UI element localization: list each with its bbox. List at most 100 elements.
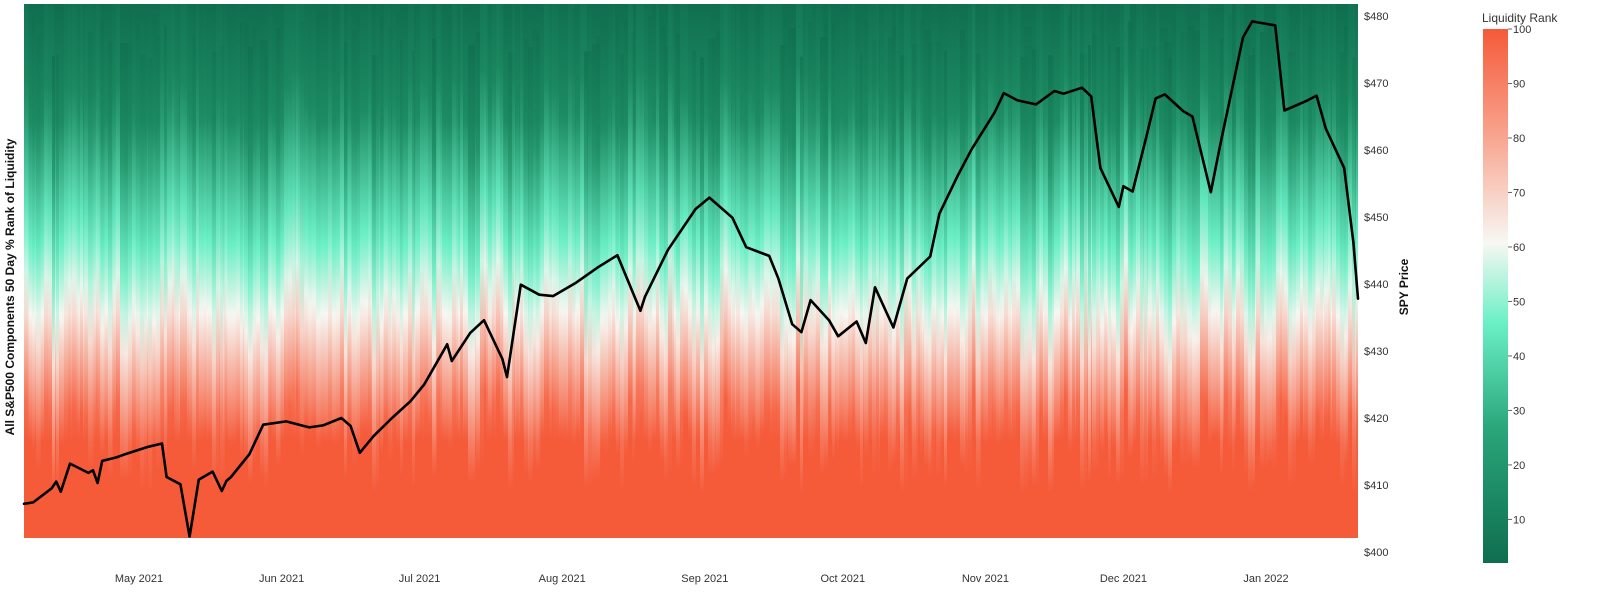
heatmap-stripe <box>684 0 688 516</box>
heatmap-stripe <box>1004 0 1008 499</box>
heatmap-stripe <box>136 24 140 559</box>
heatmap-stripe <box>780 44 787 579</box>
x-tick-label: Jun 2021 <box>259 573 304 585</box>
heatmap-stripe <box>668 0 674 485</box>
heatmap-stripe <box>716 31 723 566</box>
heatmap-stripe <box>1280 0 1287 498</box>
x-tick-label: Aug 2021 <box>539 573 586 585</box>
heatmap-stripe <box>240 21 243 556</box>
heatmap-stripe <box>1248 54 1255 589</box>
heatmap <box>0 0 1360 593</box>
heatmap-stripe <box>952 0 958 532</box>
heatmap-stripe <box>1056 1 1060 536</box>
heatmap-stripe <box>996 8 1002 543</box>
heatmap-stripe <box>912 43 918 578</box>
heatmap-stripe <box>976 53 981 588</box>
heatmap-stripe <box>112 0 117 512</box>
heatmap-stripe <box>580 0 587 493</box>
heatmap-stripe <box>88 32 94 567</box>
heatmap-stripe <box>1216 0 1221 529</box>
heatmap-stripe <box>1092 35 1099 570</box>
heatmap-stripe <box>816 0 823 497</box>
heatmap-stripe <box>920 19 923 554</box>
y-axis-left-label: All S&P500 Components 50 Day % Rank of L… <box>3 138 17 435</box>
heatmap-stripe <box>724 0 731 496</box>
heatmap-stripe <box>572 9 577 544</box>
heatmap-stripe <box>1096 0 1101 508</box>
heatmap-stripe <box>224 0 227 504</box>
heatmap-stripe <box>128 10 135 544</box>
heatmap-stripe <box>908 0 915 521</box>
heatmap-stripe <box>980 0 987 518</box>
heatmap-stripe <box>1220 38 1223 573</box>
heatmap-stripe <box>656 0 659 487</box>
heatmap-stripe <box>140 54 147 589</box>
heatmap-stripe <box>1120 0 1127 509</box>
heatmap-stripe <box>100 20 105 555</box>
heatmap-stripe <box>356 18 361 553</box>
heatmap-stripe <box>484 0 488 490</box>
heatmap-stripe <box>676 33 683 568</box>
heatmap-stripe <box>1168 58 1172 593</box>
y-right-tick-label: $470 <box>1364 78 1388 90</box>
heatmap-stripe <box>220 45 225 580</box>
heatmap-stripe <box>504 3 507 538</box>
heatmap-stripe <box>368 0 371 498</box>
plot-top-mask <box>0 0 1360 4</box>
heatmap-stripe <box>1252 47 1255 582</box>
heatmap-stripe <box>932 0 938 530</box>
heatmap-stripe <box>1304 0 1309 502</box>
heatmap-stripe <box>1072 0 1075 499</box>
heatmap-stripe <box>1080 53 1087 588</box>
heatmap-stripe <box>444 6 448 541</box>
heatmap-stripe <box>1328 0 1331 496</box>
heatmap-stripe <box>1188 25 1195 560</box>
y-right-tick-label: $400 <box>1364 547 1388 559</box>
heatmap-stripe <box>1204 0 1211 507</box>
heatmap-stripe <box>608 0 611 525</box>
heatmap-stripe <box>1276 0 1282 495</box>
x-tick-label: Oct 2021 <box>820 573 865 585</box>
heatmap-stripe <box>904 0 911 504</box>
heatmap-stripe <box>272 4 279 539</box>
heatmap-stripe <box>1148 0 1154 521</box>
colorbar-tick-label: 50 <box>1513 296 1525 308</box>
heatmap-stripe <box>388 27 394 561</box>
heatmap-stripe <box>792 28 797 563</box>
heatmap-stripe <box>1048 55 1054 590</box>
heatmap-stripe <box>568 0 575 487</box>
heatmap-stripe <box>384 0 391 514</box>
heatmap-stripe <box>1284 0 1289 513</box>
heatmap-stripe <box>756 15 762 550</box>
heatmap-stripe <box>432 38 437 573</box>
heatmap-stripe <box>1336 7 1340 541</box>
colorbar-gradient <box>1483 29 1508 563</box>
heatmap-stripe <box>460 0 463 494</box>
heatmap-stripe <box>924 30 931 564</box>
heatmap-stripe <box>712 38 718 573</box>
colorbar: Liquidity Rank 100 90 80 70 60 50 40 30 20 10 <box>1482 11 1558 563</box>
heatmap-stripe <box>280 0 283 535</box>
heatmap-stripe <box>1152 46 1159 581</box>
heatmap-stripe <box>784 12 789 547</box>
heatmap-stripe <box>244 23 249 558</box>
colorbar-ticks: 100 90 80 70 60 50 40 30 20 10 <box>1508 24 1531 526</box>
heatmap-stripe <box>824 23 829 558</box>
heatmap-stripe <box>940 8 944 542</box>
heatmap-stripe <box>180 0 187 499</box>
heatmap-stripe <box>164 25 167 560</box>
heatmap-stripe <box>1108 44 1111 578</box>
heatmap-stripe <box>376 0 380 519</box>
heatmap-stripe <box>184 0 189 514</box>
heatmap-stripe <box>200 0 206 528</box>
heatmap-stripe <box>1144 0 1147 500</box>
heatmap-stripe <box>288 0 295 505</box>
heatmap-stripe <box>732 0 735 511</box>
heatmap-stripe <box>1348 0 1355 511</box>
heatmap-stripe <box>132 0 135 523</box>
heatmap-stripe <box>440 2 445 537</box>
heatmap-stripe <box>692 50 696 585</box>
heatmap-stripe <box>1268 27 1272 562</box>
heatmap-stripe <box>576 0 579 531</box>
